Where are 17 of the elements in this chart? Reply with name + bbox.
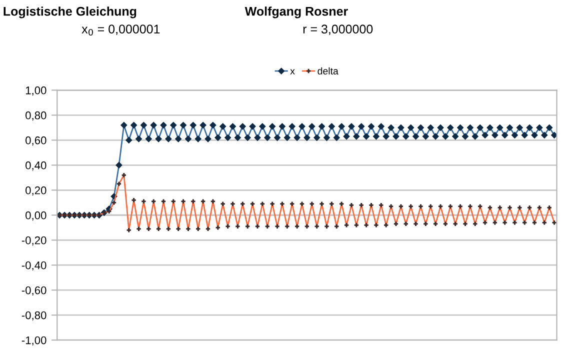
y-tick-label: -1,00 [22,336,46,346]
y-tick-label: -0,40 [22,261,46,271]
chart-title: Logistische Gleichung [4,6,136,18]
y-tick-label: 0,80 [26,111,46,121]
text: Wolfgang Rosner [244,6,348,18]
y-tick-label: 0,00 [26,211,46,221]
y-tick-label: 0,20 [26,186,46,196]
y-tick-label: -0,60 [22,286,46,296]
legend-label: x [290,69,295,74]
y-tick-label: 1,00 [26,86,46,96]
y-tick-label: 0,60 [26,136,46,146]
y-tick-label: -0,80 [22,311,46,321]
text: r = 3,000000 [303,24,373,36]
legend-label: delta [318,67,338,74]
y-tick-label: -0,20 [22,236,46,246]
text: x$_{0}$ = 0,000001 [82,24,160,36]
y-tick-label: 0,40 [26,161,46,171]
